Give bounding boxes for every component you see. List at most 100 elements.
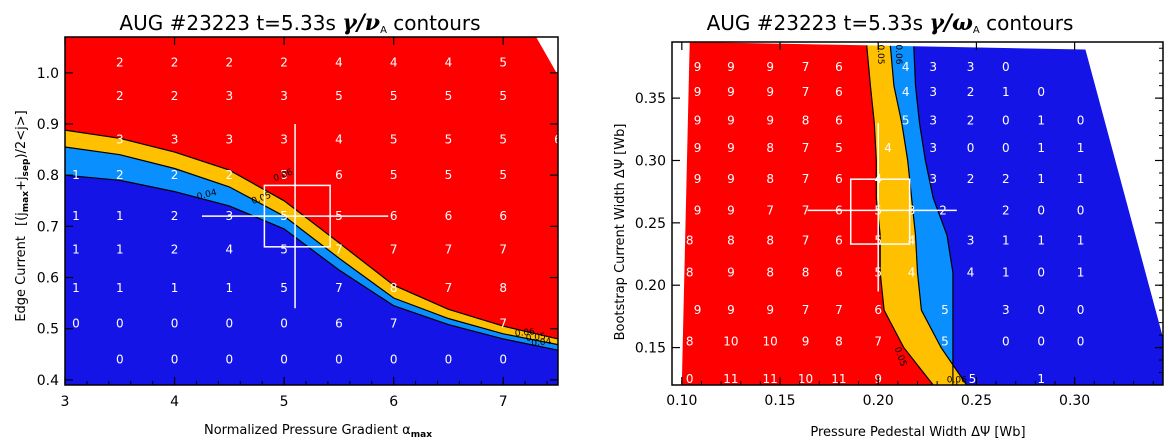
right-grid-value: 7	[802, 141, 810, 155]
left-y-tick-label: 0.7	[37, 219, 59, 235]
right-grid-value: 7	[802, 85, 810, 99]
left-grid-value: 5	[499, 56, 507, 70]
left-grid-value: 1	[226, 281, 234, 295]
right-grid-value: 0	[1037, 203, 1045, 217]
left-grid-value: 7	[335, 242, 343, 256]
right-grid-value: 9	[727, 172, 735, 186]
left-y-tick-label: 0.6	[37, 271, 59, 287]
left-y-tick-label: 0.4	[37, 373, 59, 389]
right-grid-value: 1	[1077, 172, 1085, 186]
left-grid-value: 2	[226, 56, 234, 70]
right-grid-value: 0	[1077, 334, 1085, 348]
right-grid-value: 9	[694, 85, 702, 99]
right-grid-value: 9	[727, 141, 735, 155]
left-grid-value: 3	[116, 132, 124, 146]
left-grid-value: 4	[226, 242, 234, 256]
right-grid-value: 8	[835, 334, 843, 348]
right-grid-value: 0	[1037, 266, 1045, 280]
left-grid-value: 0	[226, 317, 234, 331]
left-grid-value: 0	[280, 352, 288, 366]
left-y-tick-label: 0.5	[37, 322, 59, 338]
right-grid-value: 8	[802, 114, 810, 128]
left-grid-value: 3	[171, 132, 179, 146]
right-grid-value: 7	[766, 203, 774, 217]
left-grid-value: 2	[116, 168, 124, 182]
right-grid-value: 0	[1002, 141, 1010, 155]
right-y-axis-label: Bootstrap Current Width ΔΨ [Wb]	[613, 124, 628, 341]
right-grid-value: 11	[763, 372, 778, 386]
left-chart-title: AUG #23223 t=5.33s γ/νA contours	[119, 10, 480, 36]
right-grid-value: 9	[727, 60, 735, 74]
right-grid-value: 1	[1037, 141, 1045, 155]
left-grid-value: 5	[335, 89, 343, 103]
right-grid-value: 0	[1002, 60, 1010, 74]
left-y-axis-label: Edge Current[(jmax+jsep)/2<j>]	[14, 110, 31, 321]
right-grid-value: 3	[929, 172, 937, 186]
right-grid-value: 1	[1037, 233, 1045, 247]
left-grid-value: 7	[499, 317, 507, 331]
right-x-tick-label: 0.30	[1059, 393, 1090, 409]
left-grid-value: 7	[499, 242, 507, 256]
right-grid-value: 9	[766, 114, 774, 128]
left-grid-value: 5	[280, 242, 288, 256]
left-grid-value: 0	[226, 352, 234, 366]
left-grid-value: 6	[499, 209, 507, 223]
left-grid-value: 8	[499, 281, 507, 295]
right-x-tick-label: 0.20	[863, 393, 894, 409]
left-x-axis-label: Normalized Pressure Gradient αmax	[204, 423, 432, 440]
left-grid-value: 1	[72, 168, 80, 182]
left-grid-value: 2	[171, 168, 179, 182]
left-grid-value: 5	[499, 168, 507, 182]
left-grid-value: 1	[72, 242, 80, 256]
right-grid-value: 9	[727, 85, 735, 99]
right-grid-value: 6	[835, 60, 843, 74]
right-contour-label: 0.06	[893, 44, 903, 64]
left-grid-value: 2	[171, 89, 179, 103]
left-grid-value: 6	[390, 209, 398, 223]
right-grid-value: 10	[763, 334, 778, 348]
left-grid-value: 2	[226, 168, 234, 182]
right-grid-value: 9	[694, 114, 702, 128]
right-grid-value: 0	[1002, 114, 1010, 128]
left-grid-value: 7	[335, 281, 343, 295]
right-plot-area: 9 9 9 7 6 4 3 3 09 9 9 7 6 4 3 2 1 09 9 9 8 6 5 3 2 0 1 09 9 8 7 5 4 3 0 0 1…	[672, 42, 1163, 386]
right-grid-value: 0	[1077, 114, 1085, 128]
left-grid-value: 2	[171, 56, 179, 70]
right-grid-value: 5	[941, 334, 949, 348]
right-y-tick-label: 0.20	[635, 278, 666, 294]
left-grid-value: 5	[499, 89, 507, 103]
right-grid-value: 0	[1037, 334, 1045, 348]
right-grid-value: 0	[1077, 303, 1085, 317]
right-x-tick-label: 0.10	[666, 393, 697, 409]
right-grid-value: 0	[967, 141, 975, 155]
right-grid-value: 1	[1037, 114, 1045, 128]
left-grid-value: 5	[499, 132, 507, 146]
left-grid-value: 1	[116, 209, 124, 223]
left-grid-value: 6	[335, 168, 343, 182]
right-x-tick-label: 0.15	[764, 393, 795, 409]
left-grid-value: 0	[499, 352, 507, 366]
left-grid-value: 0	[171, 317, 179, 331]
left-grid-value: 1	[116, 281, 124, 295]
right-grid-value: 1	[1002, 233, 1010, 247]
right-y-tick-label: 0.25	[635, 216, 666, 232]
left-grid-value: 0	[445, 352, 453, 366]
right-grid-value: 4	[902, 85, 910, 99]
right-grid-value: 2	[967, 172, 975, 186]
right-grid-value: 3	[967, 60, 975, 74]
left-grid-value: 4	[445, 56, 453, 70]
right-grid-value: 6	[835, 172, 843, 186]
left-grid-value: 0	[280, 317, 288, 331]
left-grid-value: 2	[280, 56, 288, 70]
right-grid-value: 2	[1002, 172, 1010, 186]
right-chart-title: AUG #23223 t=5.33s γ/ωA contours	[707, 10, 1074, 36]
right-grid-value: 9	[727, 203, 735, 217]
right-grid-value: 7	[874, 334, 882, 348]
right-x-tick-label: 0.25	[961, 393, 992, 409]
right-grid-value: 8	[686, 266, 694, 280]
right-grid-value: 10	[723, 334, 738, 348]
left-grid-value: 0	[171, 352, 179, 366]
right-grid-value: 6	[835, 266, 843, 280]
left-grid-value: 0	[116, 317, 124, 331]
